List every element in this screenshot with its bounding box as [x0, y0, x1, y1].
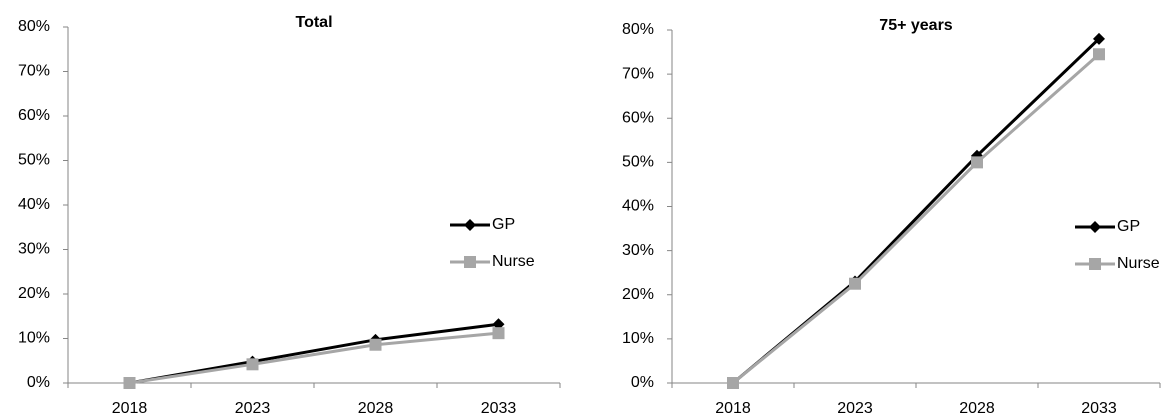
legend-label: GP: [492, 216, 515, 233]
y-tick-label: 10%: [622, 330, 654, 347]
x-tick-label: 2018: [715, 400, 751, 417]
y-tick-label: 60%: [622, 109, 654, 126]
y-tick-label: 20%: [622, 286, 654, 303]
y-tick-label: 70%: [622, 65, 654, 82]
marker: [849, 277, 861, 290]
y-tick-label: 70%: [18, 63, 50, 80]
legend-label: Nurse: [492, 253, 535, 270]
y-tick-label: 80%: [622, 21, 654, 38]
x-tick-label: 2028: [358, 400, 394, 417]
legend-label: Nurse: [1117, 255, 1160, 272]
series-line: [732, 53, 1100, 385]
y-tick-label: 0%: [27, 374, 50, 391]
legend-label: GP: [1117, 218, 1140, 235]
chart-title: 75+ years: [879, 17, 953, 34]
legend-marker: [464, 256, 476, 268]
marker: [246, 358, 259, 371]
legend-marker: [464, 219, 476, 231]
series-line: [732, 37, 1101, 385]
y-tick-label: 30%: [18, 241, 50, 258]
y-tick-label: 50%: [18, 152, 50, 169]
legend-marker: [1089, 258, 1101, 270]
marker: [492, 327, 505, 340]
legend-marker: [1089, 221, 1101, 233]
chart-title: Total: [295, 14, 332, 31]
marker: [727, 377, 739, 389]
x-tick-label: 2023: [235, 400, 271, 417]
x-tick-label: 2018: [112, 400, 148, 417]
marker: [971, 156, 983, 169]
y-tick-label: 10%: [18, 330, 50, 347]
x-tick-label: 2033: [481, 400, 517, 417]
x-tick-label: 2028: [959, 400, 995, 417]
x-tick-label: 2023: [837, 400, 873, 417]
y-tick-label: 40%: [622, 198, 654, 215]
y-tick-label: 60%: [18, 107, 50, 124]
y-tick-label: 40%: [18, 196, 50, 213]
marker: [1093, 32, 1105, 45]
x-tick-label: 2033: [1081, 400, 1117, 417]
y-tick-label: 30%: [622, 242, 654, 259]
y-tick-label: 50%: [622, 154, 654, 171]
marker: [123, 377, 136, 389]
y-tick-label: 80%: [18, 18, 50, 35]
marker: [1093, 48, 1105, 61]
series-line: [129, 331, 499, 385]
y-tick-label: 0%: [631, 374, 654, 391]
marker: [369, 338, 382, 351]
y-tick-label: 20%: [18, 285, 50, 302]
